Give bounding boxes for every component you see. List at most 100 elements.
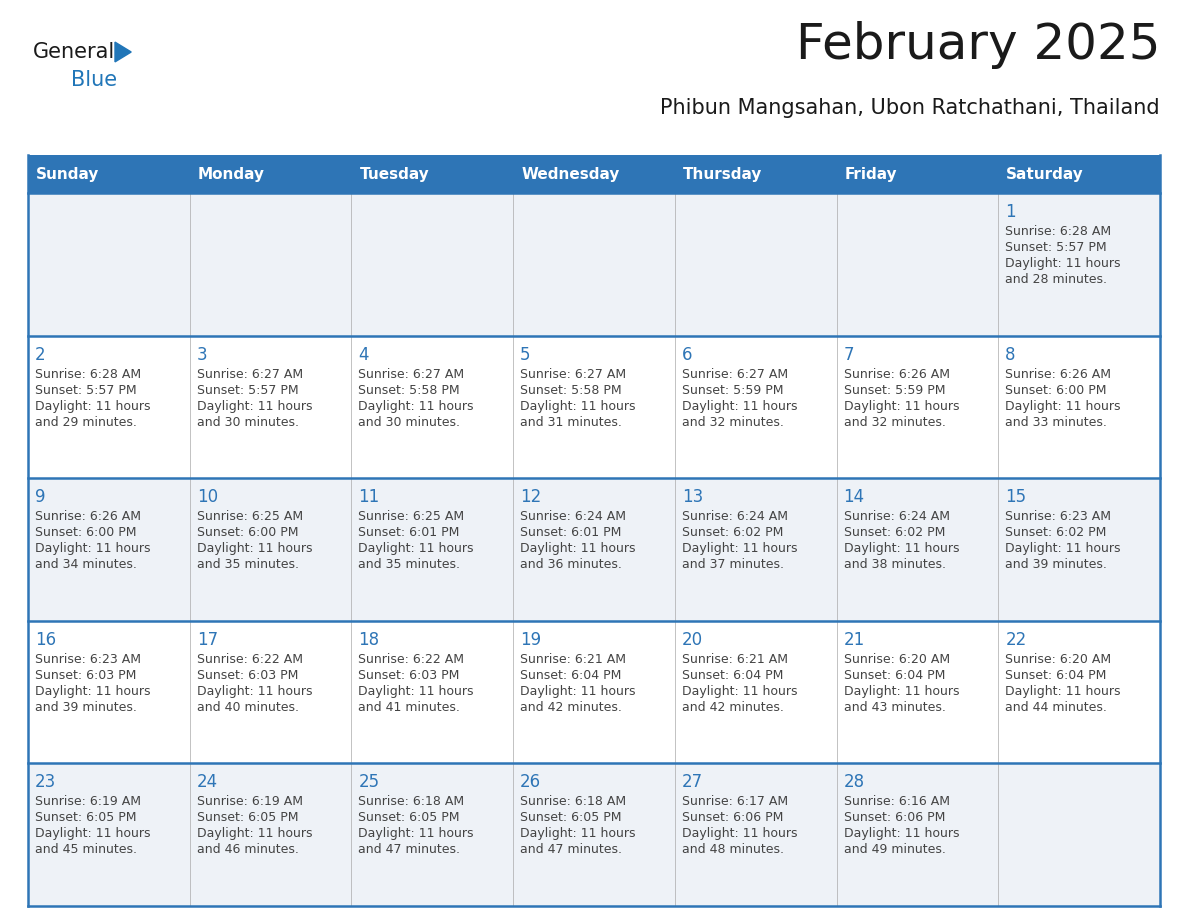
Text: Sunset: 5:59 PM: Sunset: 5:59 PM <box>843 384 946 397</box>
Text: and 40 minutes.: and 40 minutes. <box>197 700 298 714</box>
Text: 12: 12 <box>520 488 542 506</box>
Text: 16: 16 <box>34 631 56 649</box>
Text: and 44 minutes.: and 44 minutes. <box>1005 700 1107 714</box>
Text: Sunrise: 6:26 AM: Sunrise: 6:26 AM <box>1005 367 1111 381</box>
Text: Sunrise: 6:23 AM: Sunrise: 6:23 AM <box>1005 510 1111 523</box>
Text: 20: 20 <box>682 631 703 649</box>
Text: and 33 minutes.: and 33 minutes. <box>1005 416 1107 429</box>
Bar <box>190 336 352 478</box>
Text: General: General <box>33 42 115 62</box>
Bar <box>675 155 836 193</box>
Text: Sunrise: 6:26 AM: Sunrise: 6:26 AM <box>843 367 949 381</box>
Text: Sunset: 6:01 PM: Sunset: 6:01 PM <box>520 526 621 539</box>
Text: Sunset: 5:57 PM: Sunset: 5:57 PM <box>197 384 298 397</box>
Bar <box>29 621 190 764</box>
Text: and 42 minutes.: and 42 minutes. <box>682 700 784 714</box>
Text: and 30 minutes.: and 30 minutes. <box>359 416 461 429</box>
Text: Blue: Blue <box>71 70 118 90</box>
Bar <box>29 478 190 621</box>
Bar <box>190 193 352 336</box>
Bar <box>836 764 998 906</box>
Text: Sunset: 6:02 PM: Sunset: 6:02 PM <box>682 526 783 539</box>
Bar <box>675 621 836 764</box>
Text: and 35 minutes.: and 35 minutes. <box>197 558 298 571</box>
Text: Sunrise: 6:24 AM: Sunrise: 6:24 AM <box>843 510 949 523</box>
Text: 7: 7 <box>843 345 854 364</box>
Bar <box>513 764 675 906</box>
Text: Sunrise: 6:24 AM: Sunrise: 6:24 AM <box>682 510 788 523</box>
Text: and 47 minutes.: and 47 minutes. <box>520 844 623 856</box>
Text: Sunrise: 6:16 AM: Sunrise: 6:16 AM <box>843 795 949 809</box>
Polygon shape <box>115 42 131 62</box>
Text: Sunrise: 6:23 AM: Sunrise: 6:23 AM <box>34 653 141 666</box>
Text: 2: 2 <box>34 345 45 364</box>
Text: Sunset: 6:05 PM: Sunset: 6:05 PM <box>197 812 298 824</box>
Text: Daylight: 11 hours: Daylight: 11 hours <box>843 827 959 840</box>
Text: Daylight: 11 hours: Daylight: 11 hours <box>843 543 959 555</box>
Bar <box>513 478 675 621</box>
Text: Daylight: 11 hours: Daylight: 11 hours <box>520 399 636 412</box>
Bar <box>29 193 190 336</box>
Text: Sunday: Sunday <box>36 166 100 182</box>
Text: Sunset: 6:04 PM: Sunset: 6:04 PM <box>1005 669 1107 682</box>
Text: Sunrise: 6:28 AM: Sunrise: 6:28 AM <box>1005 225 1112 238</box>
Text: Sunset: 5:57 PM: Sunset: 5:57 PM <box>34 384 137 397</box>
Bar <box>29 764 190 906</box>
Text: Daylight: 11 hours: Daylight: 11 hours <box>520 543 636 555</box>
Bar <box>836 193 998 336</box>
Bar <box>998 478 1159 621</box>
Text: Friday: Friday <box>845 166 897 182</box>
Text: Sunset: 6:05 PM: Sunset: 6:05 PM <box>359 812 460 824</box>
Text: Sunrise: 6:20 AM: Sunrise: 6:20 AM <box>1005 653 1112 666</box>
Text: 18: 18 <box>359 631 379 649</box>
Text: 17: 17 <box>197 631 217 649</box>
Bar <box>513 621 675 764</box>
Text: 24: 24 <box>197 773 217 791</box>
Text: and 30 minutes.: and 30 minutes. <box>197 416 298 429</box>
Text: Sunset: 6:03 PM: Sunset: 6:03 PM <box>34 669 137 682</box>
Text: 28: 28 <box>843 773 865 791</box>
Text: Sunset: 5:58 PM: Sunset: 5:58 PM <box>359 384 460 397</box>
Text: Daylight: 11 hours: Daylight: 11 hours <box>34 543 151 555</box>
Text: Sunrise: 6:26 AM: Sunrise: 6:26 AM <box>34 510 141 523</box>
Text: Sunset: 6:02 PM: Sunset: 6:02 PM <box>1005 526 1107 539</box>
Text: Sunrise: 6:19 AM: Sunrise: 6:19 AM <box>197 795 303 809</box>
Text: Sunset: 6:00 PM: Sunset: 6:00 PM <box>197 526 298 539</box>
Text: Sunset: 6:04 PM: Sunset: 6:04 PM <box>682 669 783 682</box>
Text: Daylight: 11 hours: Daylight: 11 hours <box>1005 685 1120 698</box>
Text: Phibun Mangsahan, Ubon Ratchathani, Thailand: Phibun Mangsahan, Ubon Ratchathani, Thai… <box>661 98 1159 118</box>
Text: Daylight: 11 hours: Daylight: 11 hours <box>34 399 151 412</box>
Text: 4: 4 <box>359 345 369 364</box>
Text: 19: 19 <box>520 631 542 649</box>
Text: 14: 14 <box>843 488 865 506</box>
Bar <box>998 764 1159 906</box>
Text: and 31 minutes.: and 31 minutes. <box>520 416 623 429</box>
Text: Daylight: 11 hours: Daylight: 11 hours <box>359 685 474 698</box>
Text: Sunrise: 6:20 AM: Sunrise: 6:20 AM <box>843 653 949 666</box>
Text: Sunrise: 6:27 AM: Sunrise: 6:27 AM <box>359 367 465 381</box>
Text: Daylight: 11 hours: Daylight: 11 hours <box>359 399 474 412</box>
Text: Sunrise: 6:21 AM: Sunrise: 6:21 AM <box>682 653 788 666</box>
Bar <box>352 764 513 906</box>
Text: 1: 1 <box>1005 203 1016 221</box>
Bar <box>998 621 1159 764</box>
Text: 5: 5 <box>520 345 531 364</box>
Text: Daylight: 11 hours: Daylight: 11 hours <box>1005 257 1120 270</box>
Text: Thursday: Thursday <box>683 166 763 182</box>
Text: Sunrise: 6:27 AM: Sunrise: 6:27 AM <box>682 367 788 381</box>
Text: and 41 minutes.: and 41 minutes. <box>359 700 460 714</box>
Text: and 47 minutes.: and 47 minutes. <box>359 844 461 856</box>
Text: Tuesday: Tuesday <box>360 166 429 182</box>
Text: and 32 minutes.: and 32 minutes. <box>682 416 784 429</box>
Text: and 48 minutes.: and 48 minutes. <box>682 844 784 856</box>
Text: 22: 22 <box>1005 631 1026 649</box>
Text: Daylight: 11 hours: Daylight: 11 hours <box>197 827 312 840</box>
Text: Sunset: 6:02 PM: Sunset: 6:02 PM <box>843 526 944 539</box>
Text: Wednesday: Wednesday <box>522 166 619 182</box>
Text: and 39 minutes.: and 39 minutes. <box>1005 558 1107 571</box>
Text: and 39 minutes.: and 39 minutes. <box>34 700 137 714</box>
Text: Sunrise: 6:22 AM: Sunrise: 6:22 AM <box>197 653 303 666</box>
Text: Sunset: 6:01 PM: Sunset: 6:01 PM <box>359 526 460 539</box>
Text: Daylight: 11 hours: Daylight: 11 hours <box>359 827 474 840</box>
Text: Sunset: 5:57 PM: Sunset: 5:57 PM <box>1005 241 1107 254</box>
